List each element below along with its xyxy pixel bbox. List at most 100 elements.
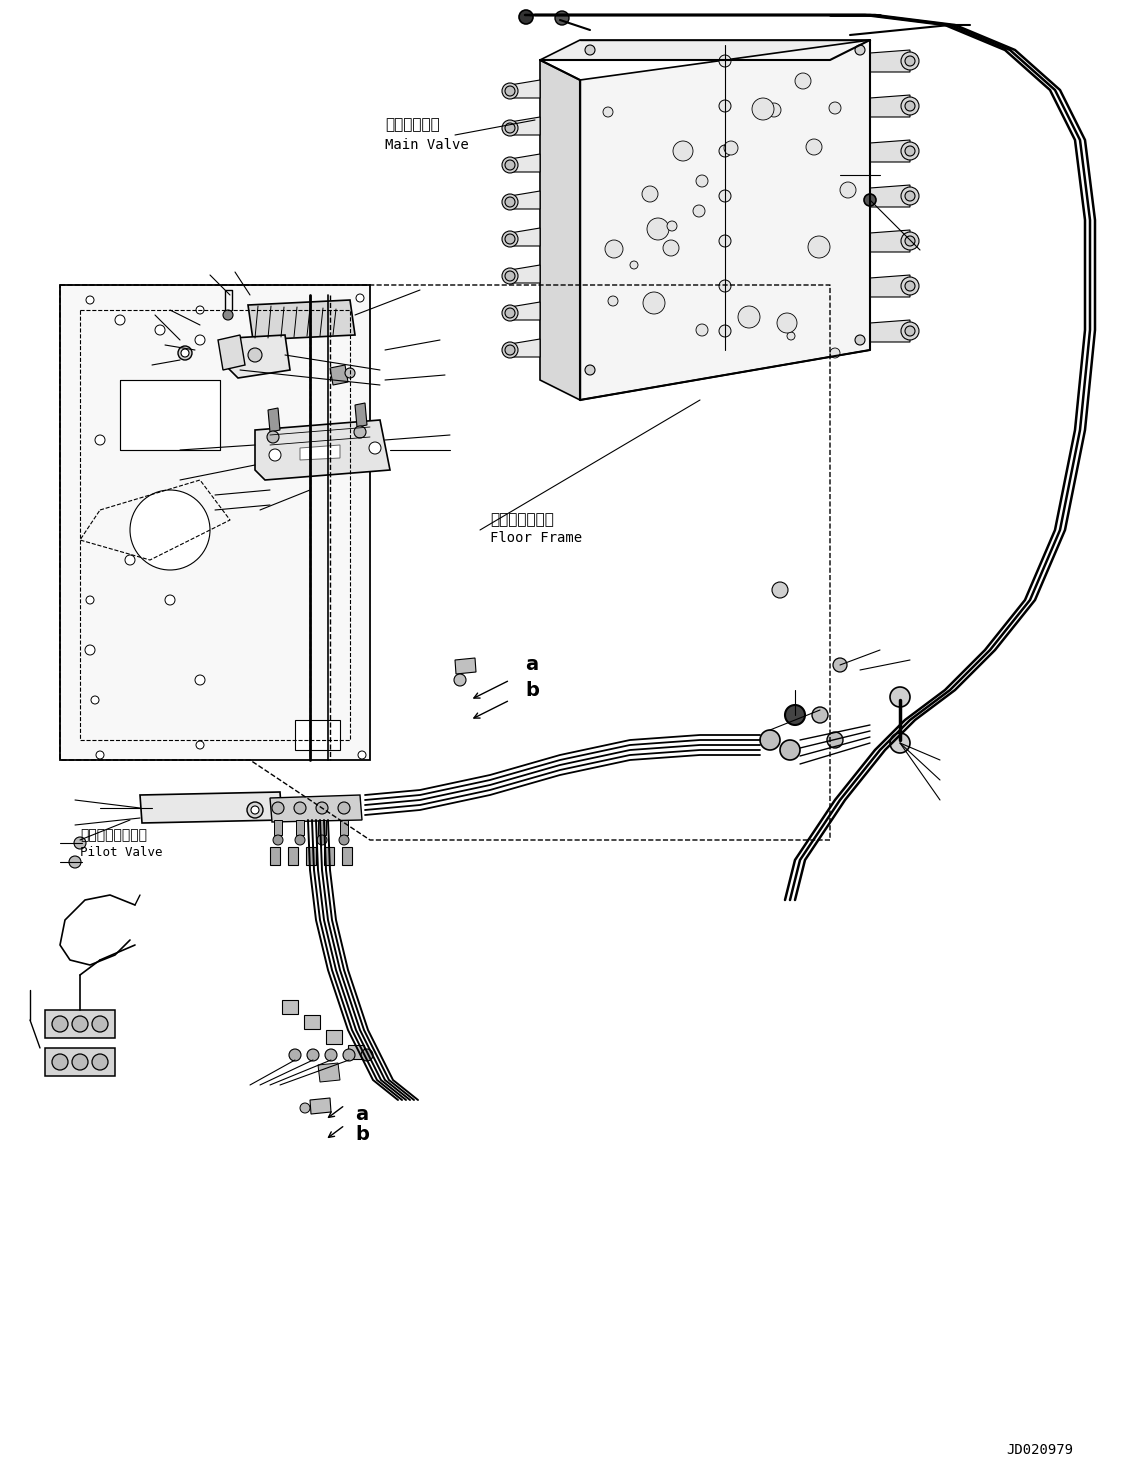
Circle shape xyxy=(316,802,328,814)
Polygon shape xyxy=(869,230,909,252)
Text: a: a xyxy=(355,1105,368,1124)
Polygon shape xyxy=(869,185,909,207)
Polygon shape xyxy=(304,1014,320,1029)
Circle shape xyxy=(502,194,518,210)
Circle shape xyxy=(585,45,595,56)
Circle shape xyxy=(667,221,677,232)
Polygon shape xyxy=(295,720,340,751)
Circle shape xyxy=(505,86,515,95)
Circle shape xyxy=(307,1050,319,1061)
Circle shape xyxy=(808,236,831,258)
Polygon shape xyxy=(510,265,540,283)
Polygon shape xyxy=(140,792,283,822)
Circle shape xyxy=(339,836,349,844)
Circle shape xyxy=(905,281,915,290)
Circle shape xyxy=(69,856,81,868)
Circle shape xyxy=(505,235,515,243)
Circle shape xyxy=(269,449,281,460)
Polygon shape xyxy=(45,1048,116,1076)
Circle shape xyxy=(901,232,919,251)
Circle shape xyxy=(648,218,669,240)
Circle shape xyxy=(96,751,104,759)
Circle shape xyxy=(664,240,680,257)
Circle shape xyxy=(454,674,466,686)
Circle shape xyxy=(165,595,175,605)
Circle shape xyxy=(901,188,919,205)
Circle shape xyxy=(855,45,865,56)
Circle shape xyxy=(130,490,210,570)
Circle shape xyxy=(505,271,515,281)
Polygon shape xyxy=(580,40,869,400)
Circle shape xyxy=(502,305,518,321)
Circle shape xyxy=(248,347,262,362)
Polygon shape xyxy=(283,1000,297,1014)
Polygon shape xyxy=(355,403,367,427)
Circle shape xyxy=(337,802,350,814)
Circle shape xyxy=(718,235,731,246)
Polygon shape xyxy=(510,302,540,320)
Polygon shape xyxy=(540,40,869,60)
Circle shape xyxy=(181,349,189,358)
Circle shape xyxy=(154,325,165,336)
Polygon shape xyxy=(310,1098,331,1114)
Circle shape xyxy=(502,84,518,100)
Polygon shape xyxy=(869,95,909,117)
Polygon shape xyxy=(540,60,580,400)
Circle shape xyxy=(86,597,94,604)
Circle shape xyxy=(630,261,638,268)
Circle shape xyxy=(673,141,693,161)
Polygon shape xyxy=(300,446,340,460)
Circle shape xyxy=(901,51,919,70)
Text: a: a xyxy=(525,655,538,674)
Polygon shape xyxy=(45,1010,116,1038)
Polygon shape xyxy=(120,380,220,450)
Polygon shape xyxy=(869,320,909,342)
Polygon shape xyxy=(869,139,909,163)
Circle shape xyxy=(505,345,515,355)
Bar xyxy=(342,847,352,865)
Bar xyxy=(340,819,348,836)
Circle shape xyxy=(696,174,708,188)
Circle shape xyxy=(795,73,811,89)
Polygon shape xyxy=(225,336,289,378)
Text: b: b xyxy=(525,680,539,699)
Circle shape xyxy=(251,806,259,814)
Circle shape xyxy=(724,141,738,155)
Text: Pilot Valve: Pilot Valve xyxy=(80,846,162,859)
Polygon shape xyxy=(59,284,370,759)
Circle shape xyxy=(855,336,865,345)
Circle shape xyxy=(607,296,618,306)
Circle shape xyxy=(502,157,518,173)
Circle shape xyxy=(696,324,708,336)
Circle shape xyxy=(353,427,366,438)
Circle shape xyxy=(605,240,623,258)
Circle shape xyxy=(273,836,283,844)
Circle shape xyxy=(267,431,279,443)
Circle shape xyxy=(51,1054,67,1070)
Circle shape xyxy=(718,280,731,292)
Circle shape xyxy=(194,336,205,345)
Circle shape xyxy=(505,196,515,207)
Circle shape xyxy=(585,365,595,375)
Circle shape xyxy=(74,837,86,849)
Circle shape xyxy=(505,123,515,133)
Polygon shape xyxy=(248,301,355,340)
Text: Main Valve: Main Valve xyxy=(386,138,469,152)
Circle shape xyxy=(502,342,518,358)
Circle shape xyxy=(905,191,915,201)
Polygon shape xyxy=(270,795,362,822)
Polygon shape xyxy=(348,1045,364,1058)
Circle shape xyxy=(72,1016,88,1032)
Circle shape xyxy=(358,751,366,759)
Circle shape xyxy=(196,306,204,314)
Circle shape xyxy=(752,98,774,120)
Circle shape xyxy=(345,368,355,378)
Circle shape xyxy=(85,645,95,655)
Circle shape xyxy=(772,582,788,598)
Circle shape xyxy=(785,705,805,726)
Circle shape xyxy=(247,802,263,818)
Circle shape xyxy=(223,309,233,320)
Circle shape xyxy=(905,325,915,336)
Circle shape xyxy=(901,142,919,160)
Polygon shape xyxy=(268,408,280,432)
